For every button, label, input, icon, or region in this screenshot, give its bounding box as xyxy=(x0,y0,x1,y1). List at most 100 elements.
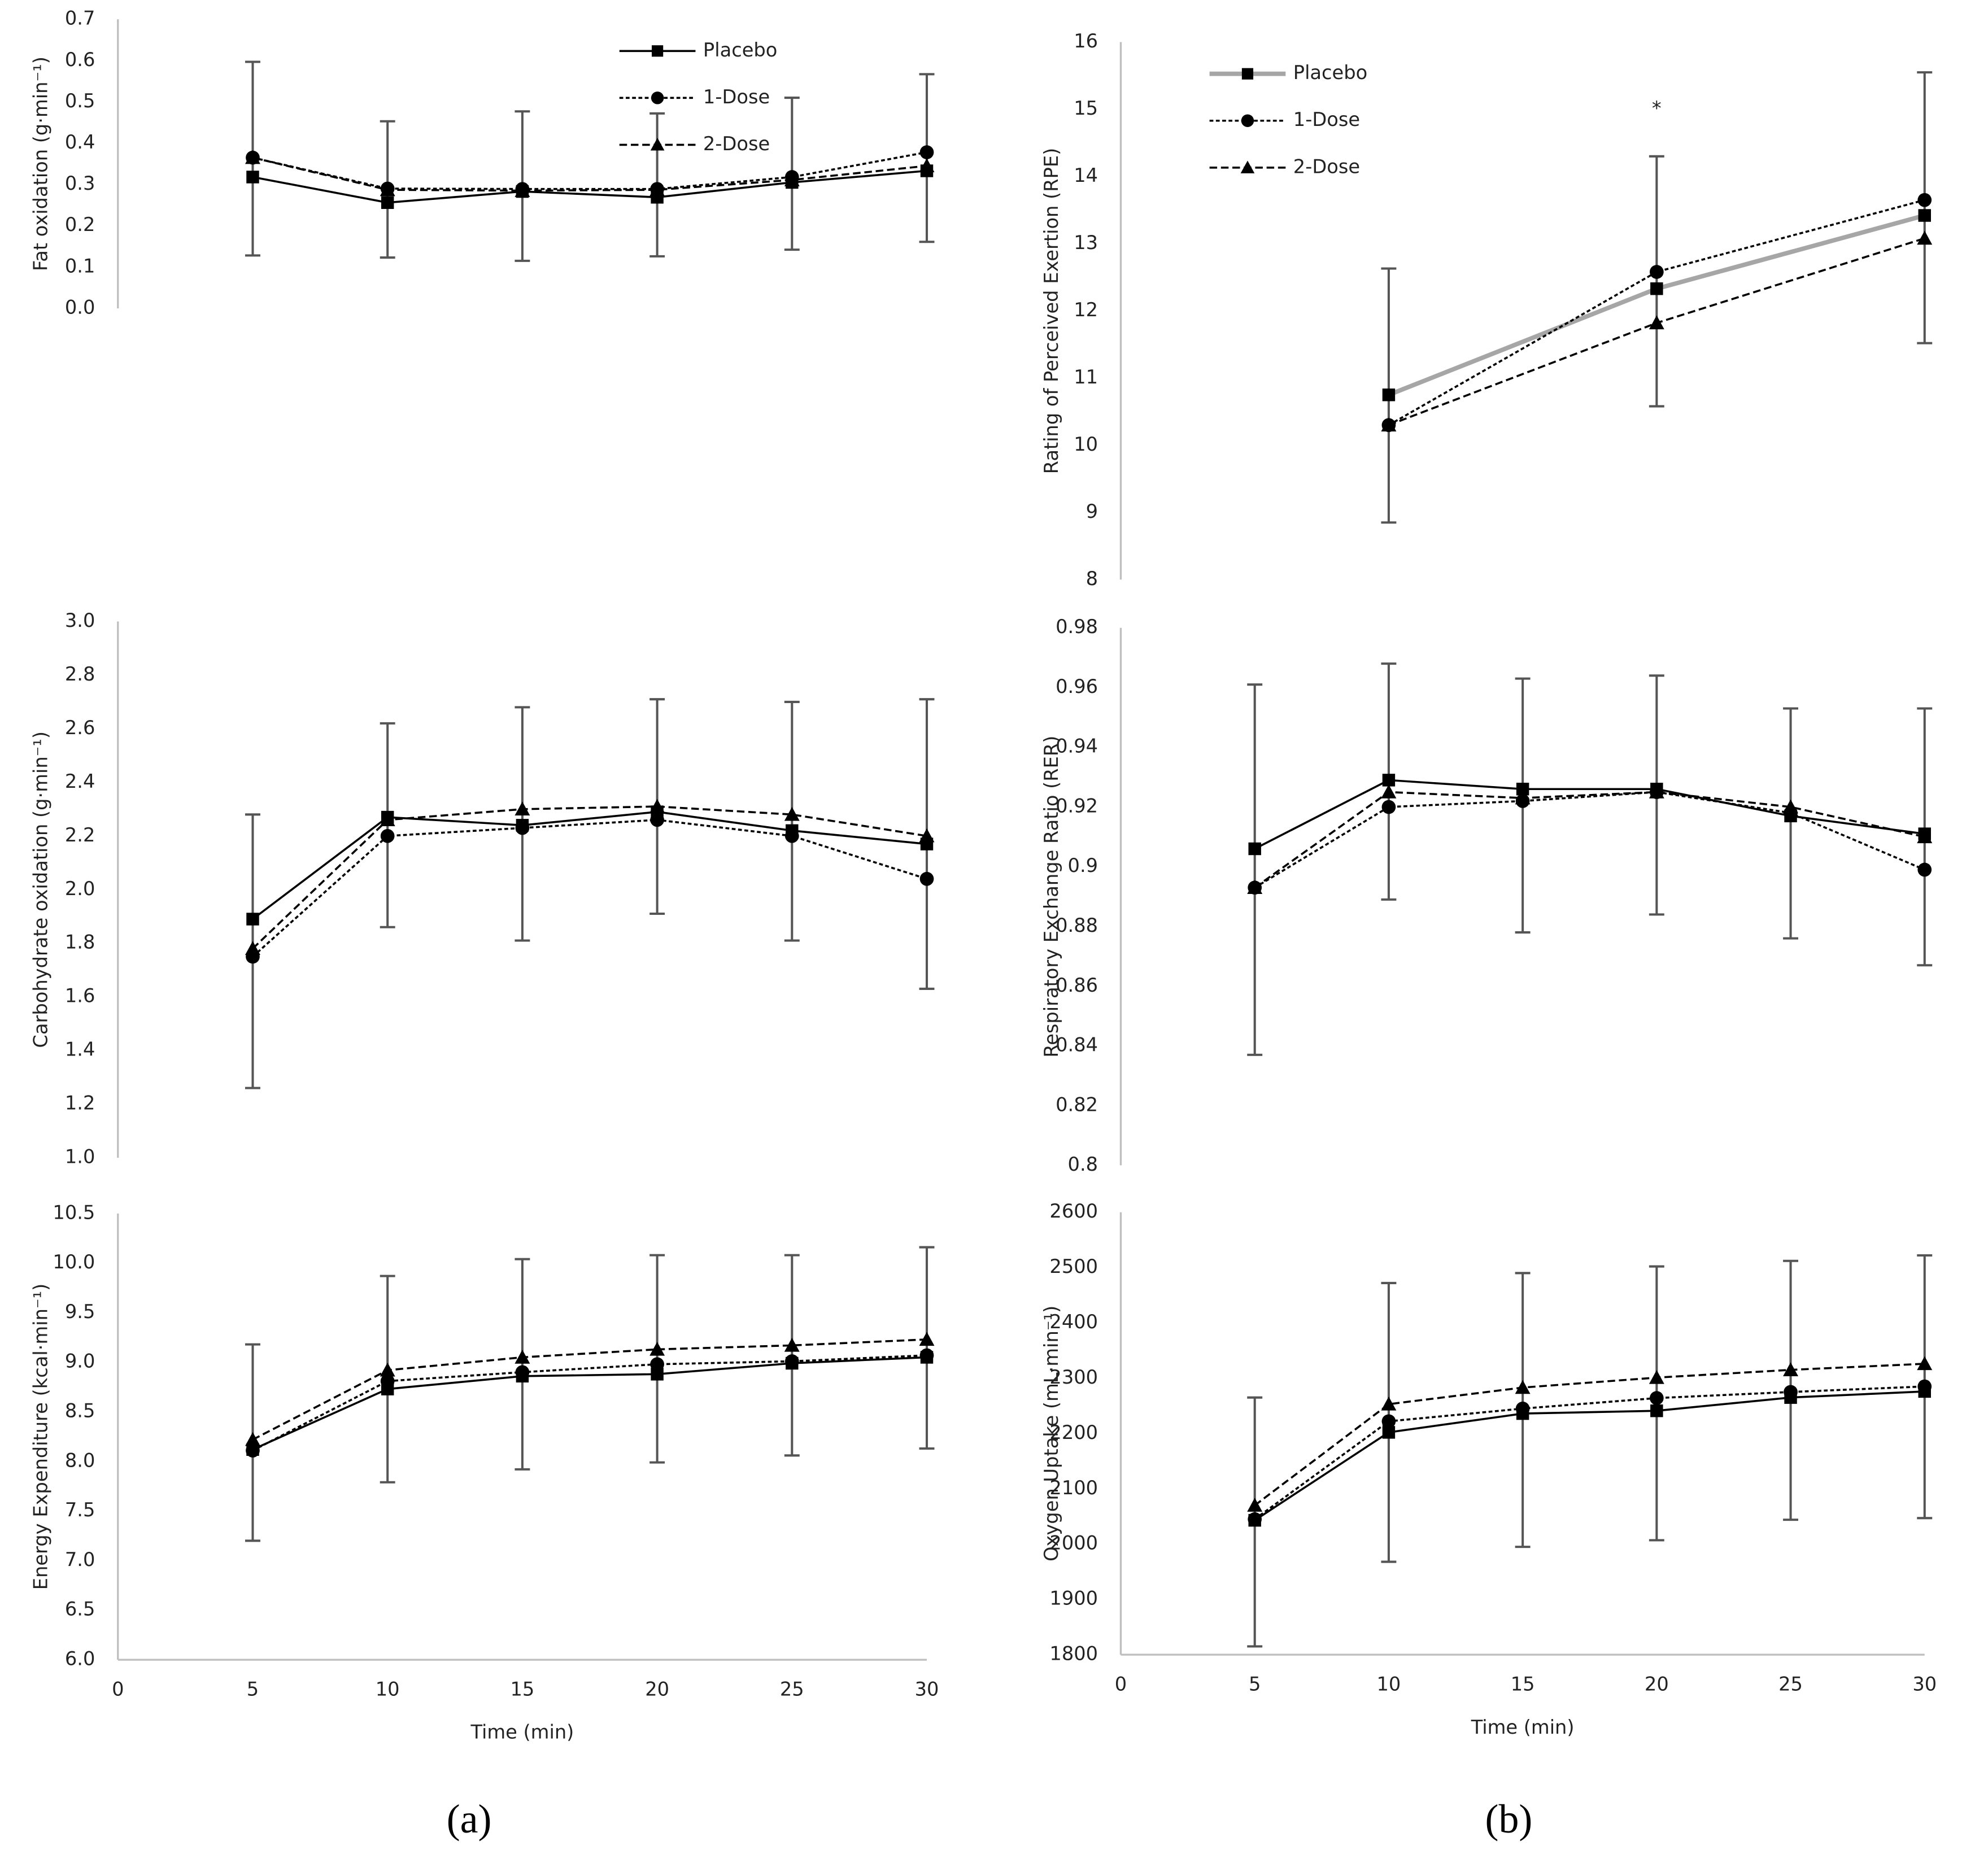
series-line xyxy=(1254,779,1925,850)
marker xyxy=(919,1348,934,1363)
marker xyxy=(1382,388,1396,402)
y-tick-label: 1.2 xyxy=(65,1092,95,1114)
series-line xyxy=(252,156,927,192)
series-line xyxy=(1254,791,1925,889)
marker xyxy=(649,1341,665,1356)
y-tick-label: 0.0 xyxy=(65,296,95,318)
marker xyxy=(1381,417,1397,431)
x-axis-title: Time (min) xyxy=(1471,1716,1575,1738)
marker xyxy=(245,150,260,164)
marker xyxy=(1918,209,1931,222)
marker xyxy=(649,182,665,197)
series-line xyxy=(1254,791,1925,889)
y-tick-label: 8.5 xyxy=(65,1400,95,1422)
marker xyxy=(1381,800,1396,814)
x-tick-label: 0 xyxy=(112,1678,124,1700)
marker xyxy=(784,806,800,821)
legend-label: Placebo xyxy=(1293,62,1367,84)
y-tick-label: 8 xyxy=(1086,568,1098,590)
marker xyxy=(246,1443,260,1458)
marker xyxy=(1381,1396,1397,1411)
series-line xyxy=(252,805,927,950)
marker xyxy=(1783,799,1799,814)
x-tick-label: 15 xyxy=(510,1678,534,1700)
chart: 1800 1900 2000 2100 2200 2300 2400 2500 2600 0 5 10… xyxy=(1040,1200,1937,1738)
y-axis-title: Fat oxidation (g·min⁻¹) xyxy=(30,56,52,271)
y-tick-label: 8.0 xyxy=(65,1449,95,1471)
marker xyxy=(515,183,530,197)
y-tick-label: 2000 xyxy=(1049,1532,1098,1554)
series-line xyxy=(252,1354,927,1452)
y-axis-title: Oxygen Uptake (mL·min⁻¹) xyxy=(1040,1306,1062,1561)
x-tick-label: 25 xyxy=(780,1678,804,1700)
marker xyxy=(1382,774,1396,787)
y-tick-label: 13 xyxy=(1074,232,1098,254)
marker xyxy=(380,1362,395,1377)
marker xyxy=(1917,193,1932,207)
y-tick-label: 0.88 xyxy=(1056,914,1098,936)
x-tick-label: 30 xyxy=(915,1678,939,1700)
y-tick-label: 0.4 xyxy=(65,131,95,153)
legend-marker xyxy=(651,91,664,104)
x-tick-label: 20 xyxy=(1645,1673,1669,1695)
y-tick-label: 1.0 xyxy=(65,1146,95,1168)
marker xyxy=(919,145,934,159)
marker xyxy=(1917,862,1932,877)
y-tick-label: 0.96 xyxy=(1056,675,1098,697)
marker xyxy=(649,799,665,813)
y-tick-label: 0.92 xyxy=(1056,795,1098,817)
marker xyxy=(380,812,395,827)
x-tick-label: 5 xyxy=(247,1678,259,1700)
y-tick-label: 1.8 xyxy=(65,931,95,953)
marker xyxy=(784,1337,800,1352)
y-tick-label: 15 xyxy=(1074,97,1098,119)
x-axis-title: Time (min) xyxy=(470,1721,574,1743)
series-line xyxy=(252,1338,927,1441)
y-tick-label: 1.6 xyxy=(65,985,95,1007)
y-tick-label: 0.9 xyxy=(1068,854,1098,876)
y-tick-label: 0.2 xyxy=(65,213,95,235)
marker xyxy=(246,913,259,926)
y-tick-label: 11 xyxy=(1074,366,1098,388)
y-tick-label: 2400 xyxy=(1049,1311,1098,1333)
y-tick-label: 2.0 xyxy=(65,878,95,900)
marker xyxy=(1247,880,1263,894)
series-line xyxy=(1388,199,1925,426)
y-tick-label: 6.0 xyxy=(65,1648,95,1670)
x-tick-label: 30 xyxy=(1912,1673,1937,1695)
y-tick-label: 10 xyxy=(1074,433,1098,455)
marker xyxy=(380,828,395,843)
y-tick-label: 0.82 xyxy=(1056,1093,1098,1115)
y-tick-label: 0.98 xyxy=(1056,616,1098,638)
y-tick-label: 0.5 xyxy=(65,90,95,112)
marker xyxy=(1515,1380,1531,1394)
y-tick-label: 6.5 xyxy=(65,1598,95,1620)
legend-marker xyxy=(1240,160,1255,173)
y-tick-label: 0.8 xyxy=(1068,1153,1098,1175)
y-tick-label: 9.0 xyxy=(65,1350,95,1372)
y-axis-title: Energy Expenditure (kcal·min⁻¹) xyxy=(30,1284,52,1590)
legend-label: 1-Dose xyxy=(1293,108,1360,130)
y-tick-label: 7.0 xyxy=(65,1548,95,1571)
y-tick-label: 9 xyxy=(1086,500,1098,522)
marker xyxy=(1515,1401,1530,1416)
legend-marker xyxy=(1241,68,1254,80)
y-tick-label: 2.2 xyxy=(65,824,95,846)
marker xyxy=(1649,315,1664,330)
x-tick-label: 20 xyxy=(645,1678,669,1700)
marker xyxy=(784,828,799,843)
marker xyxy=(1382,1426,1396,1439)
x-tick-label: 25 xyxy=(1778,1673,1803,1695)
annotation: * xyxy=(1652,97,1662,119)
marker xyxy=(1784,1385,1798,1399)
marker xyxy=(919,871,934,886)
series-line xyxy=(1254,1363,1925,1507)
marker xyxy=(380,182,395,197)
y-tick-label: 0.3 xyxy=(65,172,95,194)
series-line xyxy=(252,1356,927,1451)
marker xyxy=(919,1332,935,1346)
y-tick-label: 10.5 xyxy=(53,1201,95,1223)
marker xyxy=(1917,1379,1932,1394)
y-tick-label: 14 xyxy=(1074,164,1098,186)
marker xyxy=(380,1374,395,1388)
